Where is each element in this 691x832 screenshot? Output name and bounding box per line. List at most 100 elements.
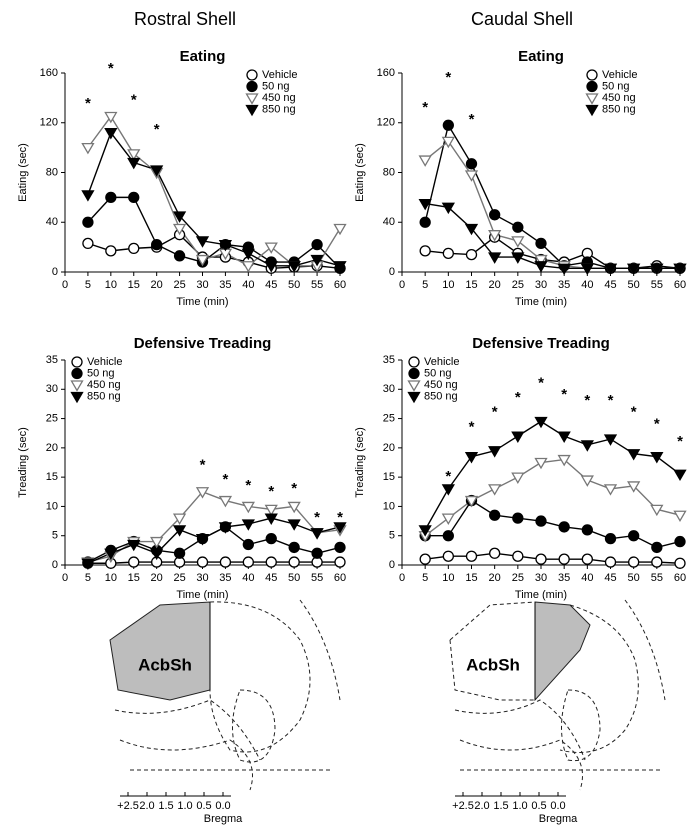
- marker: [628, 530, 640, 542]
- scale-label: 2.0: [474, 800, 489, 812]
- legend-marker: [408, 367, 420, 380]
- marker: [465, 550, 478, 562]
- marker: [418, 198, 432, 211]
- legend-label: 50 ng: [262, 80, 290, 92]
- marker: [488, 230, 502, 242]
- marker: [333, 223, 347, 236]
- marker: [557, 263, 571, 276]
- significance-marker: *: [337, 509, 343, 526]
- marker: [464, 495, 479, 508]
- marker: [310, 528, 324, 540]
- marker: [512, 221, 524, 233]
- marker: [674, 535, 686, 548]
- marker: [241, 501, 255, 514]
- series-line: [87, 561, 340, 564]
- marker: [674, 557, 686, 569]
- marker: [241, 248, 255, 261]
- legend-marker: [71, 356, 83, 368]
- x-tick-label: 60: [674, 279, 686, 291]
- x-tick-label: 60: [674, 572, 686, 584]
- marker: [128, 191, 140, 204]
- x-axis-label: Time (min): [176, 589, 228, 601]
- y-tick-label: 40: [383, 216, 395, 228]
- marker: [580, 440, 594, 452]
- significance-marker: *: [445, 69, 451, 86]
- marker: [558, 553, 570, 565]
- marker: [334, 556, 346, 568]
- legend-label: Vehicle: [602, 69, 637, 81]
- x-tick-label: 40: [581, 572, 593, 584]
- marker: [442, 247, 454, 259]
- marker: [557, 454, 571, 467]
- scale-label: 0.0: [215, 800, 230, 812]
- scale-label: 1.0: [512, 800, 527, 812]
- x-tick-label: 25: [173, 572, 185, 584]
- scale-label: +2.5: [452, 800, 474, 812]
- significance-marker: *: [200, 456, 206, 473]
- y-tick-label: 160: [377, 67, 395, 79]
- marker: [442, 119, 454, 131]
- legend-label: Vehicle: [87, 356, 122, 368]
- marker: [264, 261, 278, 273]
- marker: [172, 513, 187, 525]
- marker: [150, 536, 164, 549]
- marker: [650, 504, 664, 517]
- legend-marker: [245, 93, 259, 105]
- significance-marker: *: [538, 374, 544, 391]
- x-tick-label: 15: [465, 279, 477, 291]
- marker: [241, 519, 255, 531]
- marker: [535, 553, 547, 565]
- marker: [81, 190, 95, 202]
- x-tick-label: 25: [173, 279, 185, 291]
- marker: [173, 547, 186, 559]
- significance-marker: *: [469, 418, 475, 435]
- legend-label: 50 ng: [87, 367, 115, 379]
- x-tick-label: 60: [334, 572, 346, 584]
- significance-marker: *: [515, 389, 521, 406]
- marker: [311, 547, 323, 559]
- x-tick-label: 45: [604, 572, 616, 584]
- marker: [104, 128, 118, 140]
- marker: [534, 457, 548, 470]
- significance-marker: *: [561, 386, 567, 403]
- y-tick-label: 120: [377, 117, 395, 129]
- y-tick-label: 30: [46, 383, 58, 395]
- marker: [580, 263, 594, 276]
- y-axis-label: Eating (sec): [354, 143, 366, 202]
- y-tick-label: 10: [383, 500, 395, 512]
- marker: [333, 522, 347, 534]
- marker: [441, 136, 455, 149]
- marker: [334, 541, 346, 554]
- marker: [151, 238, 163, 251]
- legend-label: 850 ng: [602, 103, 636, 115]
- marker: [488, 252, 502, 264]
- x-tick-label: 15: [465, 572, 477, 584]
- x-tick-label: 25: [512, 279, 524, 291]
- marker: [419, 216, 431, 228]
- brain-diagram: [109, 599, 341, 791]
- significance-marker: *: [154, 121, 160, 138]
- marker: [627, 481, 641, 493]
- y-tick-label: 5: [389, 530, 395, 542]
- x-tick-label: 45: [265, 572, 277, 584]
- x-tick-label: 30: [196, 572, 208, 584]
- marker: [172, 223, 187, 236]
- marker: [150, 548, 164, 561]
- x-tick-label: 50: [628, 572, 640, 584]
- marker: [172, 211, 187, 223]
- marker: [172, 525, 187, 537]
- marker: [333, 261, 347, 273]
- legend-label: Vehicle: [262, 69, 297, 81]
- marker: [128, 556, 140, 568]
- marker: [442, 530, 454, 542]
- marker: [82, 216, 94, 228]
- significance-marker: *: [584, 392, 590, 409]
- y-tick-label: 40: [46, 216, 58, 228]
- x-tick-label: 20: [489, 279, 501, 291]
- y-tick-label: 0: [389, 559, 395, 571]
- y-tick-label: 160: [40, 67, 58, 79]
- y-tick-label: 15: [46, 471, 58, 483]
- y-tick-label: 0: [389, 266, 395, 278]
- scale-label: 0.5: [196, 800, 211, 812]
